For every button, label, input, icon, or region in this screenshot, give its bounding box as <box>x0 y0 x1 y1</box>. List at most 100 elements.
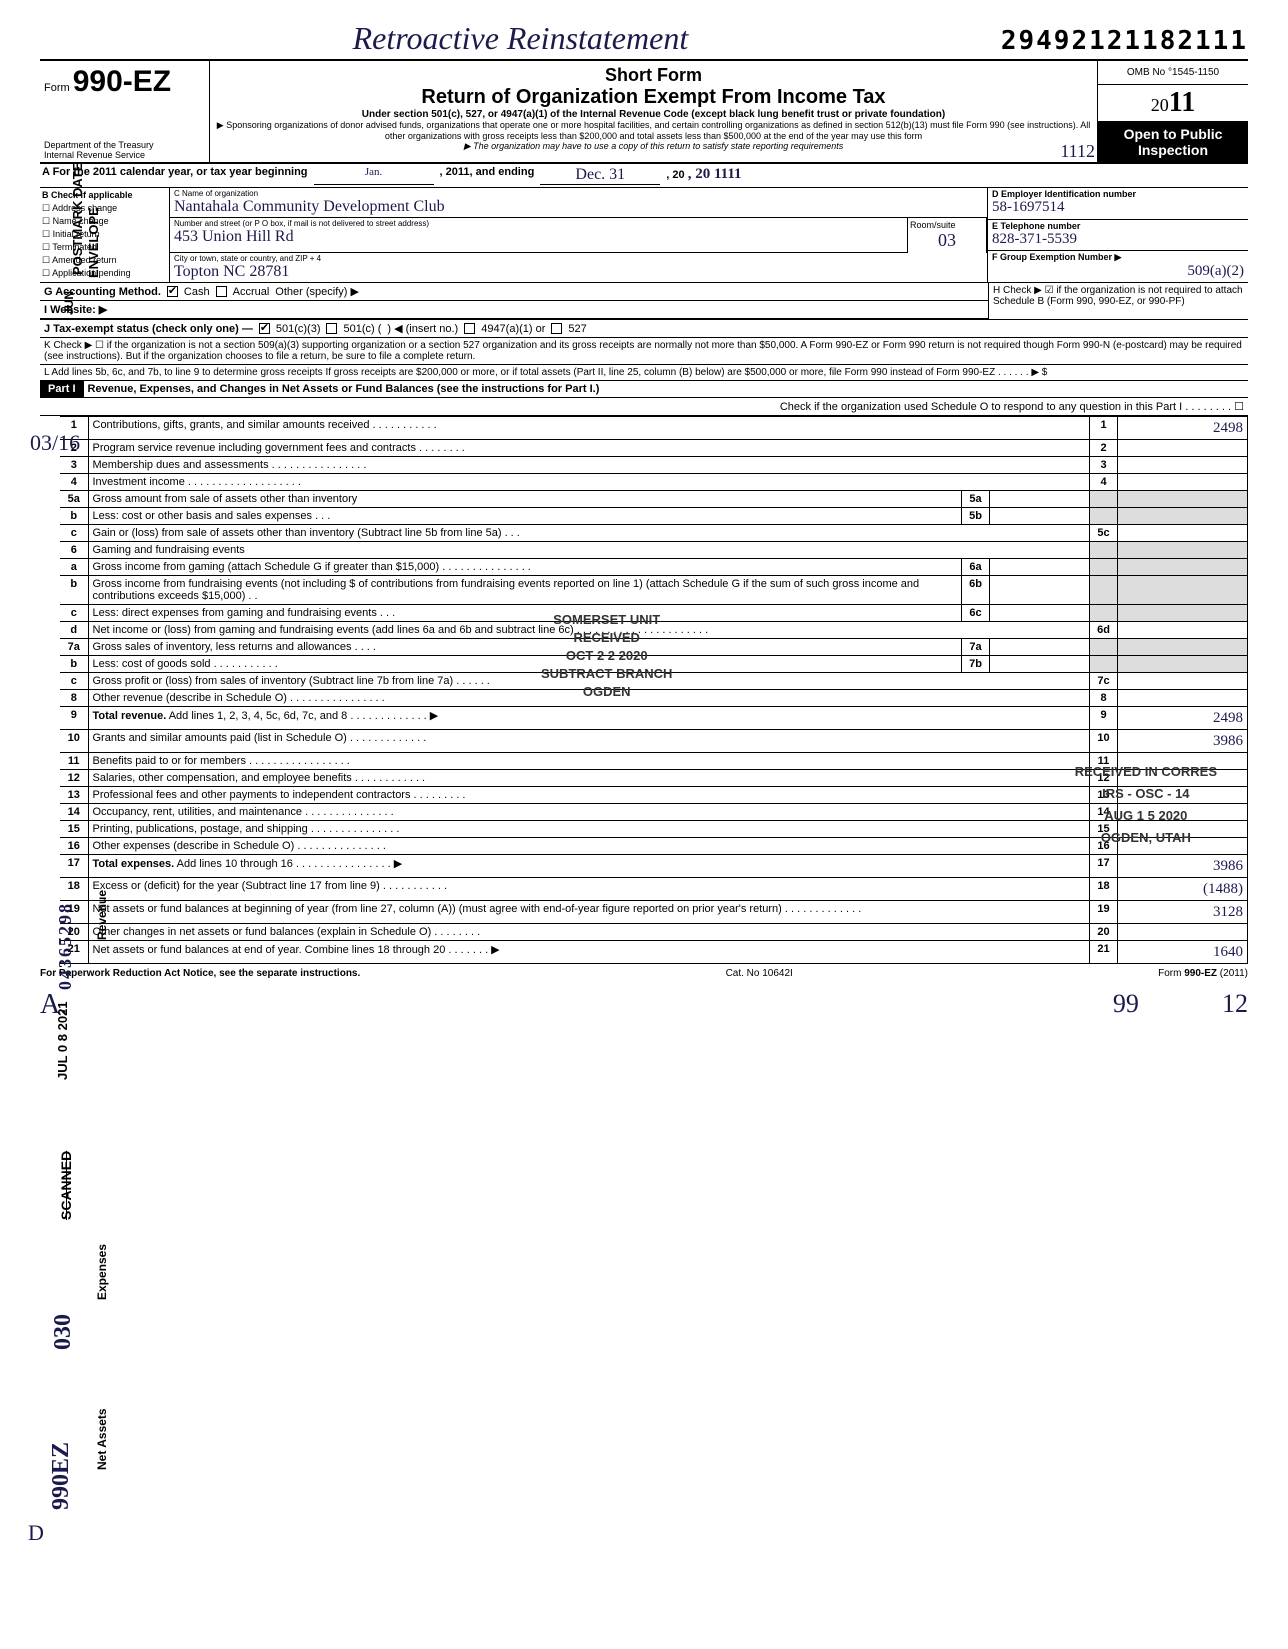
line-row: 10 Grants and similar amounts paid (list… <box>60 730 1248 753</box>
room-suite-value: 03 <box>910 230 984 251</box>
insert-no-label: ) ◀ (insert no.) <box>387 322 458 335</box>
col-b-option[interactable]: Terminated <box>40 241 169 254</box>
return-title: Return of Organization Exempt From Incom… <box>216 86 1091 109</box>
501c3-checkbox[interactable] <box>259 323 270 334</box>
cash-checkbox[interactable] <box>167 286 178 297</box>
street-value: 453 Union Hill Rd <box>174 228 903 246</box>
line-row: 11 Benefits paid to or for members . . .… <box>60 753 1248 770</box>
margin-num1: 04365298 <box>55 902 76 990</box>
line-row: b Less: cost or other basis and sales ex… <box>60 508 1248 525</box>
margin-postmark: POSTMARK DATE <box>70 163 85 275</box>
cat-no: Cat. No 10642I <box>726 968 793 979</box>
margin-scanned: SCANNED <box>58 1151 74 1220</box>
line-row: a Gross income from gaming (attach Sched… <box>60 559 1248 576</box>
line-row: b Gross income from fundraising events (… <box>60 576 1248 605</box>
ein-value: 58-1697514 <box>992 199 1244 216</box>
col-b-option[interactable]: Amended return <box>40 254 169 267</box>
line-row: 4 Investment income . . . . . . . . . . … <box>60 474 1248 491</box>
accrual-checkbox[interactable] <box>216 286 227 297</box>
527-label: 527 <box>568 323 586 335</box>
row-l-gross-receipts: L Add lines 5b, 6c, and 7b, to line 9 to… <box>40 365 1248 381</box>
row-a-begin: Jan. <box>314 166 434 185</box>
city-value: Topton NC 28781 <box>174 263 983 281</box>
501c-label: 501(c) ( <box>343 323 381 335</box>
inspection-label: Inspection <box>1102 142 1244 158</box>
line-row: 15 Printing, publications, postage, and … <box>60 821 1248 838</box>
form-container: POSTMARK DATE ENVELOPE JUN 03/16 0436529… <box>40 20 1248 1021</box>
bottom-99: 99 <box>1113 989 1139 1018</box>
dept-irs: Internal Revenue Service <box>44 150 154 160</box>
part1-title: Revenue, Expenses, and Changes in Net As… <box>84 381 604 397</box>
ein-label: D Employer Identification number <box>992 189 1244 199</box>
margin-d: D <box>28 1520 44 1546</box>
phone-label: E Telephone number <box>992 221 1244 231</box>
527-checkbox[interactable] <box>551 323 562 334</box>
group-exemption-label: F Group Exemption Number ▶ <box>992 252 1244 263</box>
street-label: Number and street (or P O box, if mail i… <box>174 219 903 228</box>
line-row: 5a Gross amount from sale of assets othe… <box>60 491 1248 508</box>
col-def: D Employer Identification number 58-1697… <box>988 188 1248 282</box>
dept-treasury: Department of the Treasury <box>44 140 154 150</box>
line-row: 20 Other changes in net assets or fund b… <box>60 924 1248 941</box>
form-number: 990-EZ <box>73 65 171 98</box>
header-sub2: ▶ Sponsoring organizations of donor advi… <box>216 120 1091 141</box>
short-form-label: Short Form <box>216 65 1091 86</box>
line-row: 6Gaming and fundraising events <box>60 542 1248 559</box>
omb-number: OMB No °1545-1150 <box>1098 61 1248 85</box>
header-sub3: ▶ The organization may have to use a cop… <box>216 141 1091 152</box>
line-row: 19 Net assets or fund balances at beginn… <box>60 901 1248 924</box>
form-990ez-2011: Form Form 990-EZ (2011)990-EZ (2011) <box>1158 968 1248 979</box>
line-row: 18 Excess or (deficit) for the year (Sub… <box>60 878 1248 901</box>
side-netassets: Net Assets <box>95 1408 109 1470</box>
footer-row: For Paperwork Reduction Act Notice, see … <box>40 964 1248 979</box>
line-row: 14 Occupancy, rent, utilities, and maint… <box>60 804 1248 821</box>
room-suite-label: Room/suite <box>910 220 984 230</box>
line-row: 9 Total revenue. Add lines 1, 2, 3, 4, 5… <box>60 707 1248 730</box>
top-number: 29492121182111 <box>1001 26 1248 56</box>
col-b-option[interactable]: Application pending <box>40 267 169 280</box>
org-name-row: C Name of organization Nantahala Communi… <box>170 188 987 218</box>
col-b-header: B Check if applicable <box>40 188 169 202</box>
stamp-ogden: RECEIVED IN CORRES IRS - OSC - 14 AUG 1 … <box>1074 760 1218 850</box>
margin-jun: JUN <box>62 291 76 315</box>
tax-year: 20201111 <box>1098 85 1248 122</box>
dept-block: Department of the Treasury Internal Reve… <box>44 140 154 160</box>
ein-row: D Employer Identification number 58-1697… <box>988 188 1248 220</box>
group-exemption-row: F Group Exemption Number ▶ 509(a)(2) <box>988 251 1248 282</box>
open-to-public: Open to Public Inspection <box>1098 122 1248 162</box>
phone-row: E Telephone number 828-371-5539 <box>988 220 1248 252</box>
row-j-tax-exempt: J Tax-exempt status (check only one) — 5… <box>40 320 1248 338</box>
form-header-left: Form 990-EZ Department of the Treasury I… <box>40 61 210 162</box>
paperwork-notice: For Paperwork Reduction Act Notice, see … <box>40 968 360 979</box>
501c-checkbox[interactable] <box>326 323 337 334</box>
line-row: 13 Professional fees and other payments … <box>60 787 1248 804</box>
cash-label: Cash <box>184 286 210 298</box>
city-label: City or town, state or country, and ZIP … <box>174 254 983 263</box>
row-a-mid: , 2011, and ending <box>440 166 535 185</box>
line-row: 17 Total expenses. Add lines 10 through … <box>60 855 1248 878</box>
line-row: 3 Membership dues and assessments . . . … <box>60 457 1248 474</box>
group-exemption-value: 509(a)(2) <box>992 263 1244 280</box>
col-b-option[interactable]: Name change <box>40 215 169 228</box>
form-header: Form 990-EZ Department of the Treasury I… <box>40 61 1248 164</box>
row-a-endyear: , 20 , 20 1111 <box>666 166 741 185</box>
row-i-website: I Website: ▶ <box>40 301 988 319</box>
row-k-check: K Check ▶ ☐ if the organization is not a… <box>40 338 1248 365</box>
stamp-somerset: SOMERSET UNIT RECEIVED OCT 2 2 2020 SUBT… <box>540 610 673 702</box>
other-label: Other (specify) ▶ <box>275 285 359 298</box>
part1-label: Part I <box>40 381 84 397</box>
section-bcde: B Check if applicable Address changeName… <box>40 188 1248 283</box>
form-header-right: OMB No °1545-1150 20201111 Open to Publi… <box>1098 61 1248 162</box>
col-b-option[interactable]: Address change <box>40 202 169 215</box>
part1-header-row: Part I Revenue, Expenses, and Changes in… <box>40 381 1248 398</box>
street-row: Number and street (or P O box, if mail i… <box>170 218 907 253</box>
margin-date1: JUL 0 8 2021 <box>55 1001 70 1080</box>
col-b-option[interactable]: Initial return <box>40 228 169 241</box>
open-label: Open to Public <box>1102 126 1244 142</box>
row-g-accounting: G Accounting Method. Cash Accrual Other … <box>40 283 988 301</box>
org-name-value: Nantahala Community Development Club <box>174 198 983 216</box>
line-row: c Gain or (loss) from sale of assets oth… <box>60 525 1248 542</box>
4947-checkbox[interactable] <box>464 323 475 334</box>
phone-value: 828-371-5539 <box>992 231 1244 248</box>
year-stamp-1112: 1112 <box>1060 141 1095 162</box>
